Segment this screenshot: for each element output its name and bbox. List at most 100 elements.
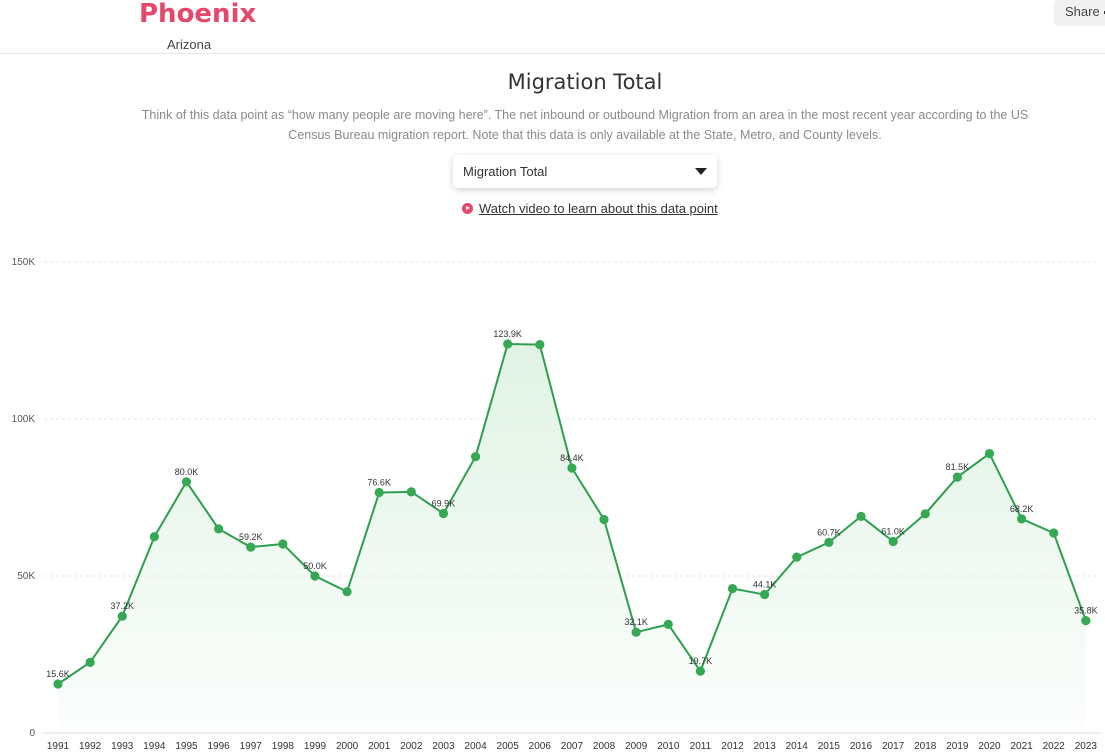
x-tick-label: 2007 xyxy=(561,741,584,752)
data-point xyxy=(85,657,95,667)
x-tick-label: 2014 xyxy=(786,741,809,752)
data-point xyxy=(760,589,770,600)
data-point xyxy=(278,539,288,549)
x-tick-label: 2003 xyxy=(432,741,455,752)
x-tick-label: 1995 xyxy=(175,741,198,752)
x-tick-label: 2016 xyxy=(850,741,873,752)
data-point xyxy=(1017,514,1027,524)
data-point xyxy=(984,448,995,459)
data-label: 84.4K xyxy=(560,453,584,463)
x-tick-label: 2015 xyxy=(818,741,841,752)
x-tick-label: 1994 xyxy=(143,741,166,752)
data-label: 19.7K xyxy=(689,656,713,666)
data-point xyxy=(117,611,127,621)
more-icon xyxy=(1103,11,1105,15)
data-point-description: Think of this data point as “how many pe… xyxy=(141,108,1029,142)
share-button[interactable]: Share xyxy=(1054,0,1105,26)
data-point xyxy=(246,542,256,552)
x-tick-label: 2009 xyxy=(625,741,648,752)
data-point xyxy=(567,463,577,473)
y-tick-label: 50K xyxy=(17,571,35,582)
x-tick-label: 2006 xyxy=(529,741,552,752)
watch-video-link[interactable]: Watch video to learn about this data poi… xyxy=(462,201,718,216)
x-tick-label: 2017 xyxy=(882,741,905,752)
data-point xyxy=(920,509,930,519)
data-point xyxy=(470,452,481,462)
play-icon xyxy=(462,203,473,214)
data-label: 37.2K xyxy=(110,601,134,611)
x-tick-label: 1999 xyxy=(304,741,327,752)
x-tick-label: 1992 xyxy=(79,741,102,752)
data-label: 123.9K xyxy=(493,329,522,339)
x-tick-label: 1997 xyxy=(240,741,263,752)
series-area xyxy=(58,343,1086,733)
x-tick-label: 2020 xyxy=(978,741,1001,752)
data-point xyxy=(631,627,641,637)
data-label: 50.0K xyxy=(303,561,327,571)
state-subtitle: Arizona xyxy=(167,37,212,52)
data-point xyxy=(406,487,416,497)
page-title: Migration Total xyxy=(507,70,663,94)
data-point xyxy=(888,536,898,547)
data-point xyxy=(53,679,63,689)
x-tick-label: 1998 xyxy=(272,741,295,752)
data-point xyxy=(952,472,962,482)
data-point xyxy=(663,619,673,629)
data-label: 68.2K xyxy=(1010,504,1034,514)
data-label: 59.2K xyxy=(239,532,263,542)
x-tick-label: 2013 xyxy=(754,741,777,752)
y-tick-label: 150K xyxy=(12,257,36,268)
data-label: 81.5K xyxy=(946,462,970,472)
data-label: 32.1K xyxy=(624,617,648,627)
data-point xyxy=(856,511,866,521)
data-point xyxy=(599,514,609,525)
x-tick-label: 1993 xyxy=(111,741,134,752)
x-tick-label: 2023 xyxy=(1075,741,1098,752)
data-point xyxy=(727,583,738,594)
caret-down-icon xyxy=(695,168,707,175)
watch-video-label: Watch video to learn about this data poi… xyxy=(479,201,718,216)
data-label: 69.9K xyxy=(432,499,456,509)
data-point xyxy=(695,666,706,676)
data-point xyxy=(342,587,352,597)
data-label: 80.0K xyxy=(175,467,199,477)
data-point xyxy=(503,339,513,349)
x-tick-label: 2011 xyxy=(690,741,712,752)
data-label: 35.8K xyxy=(1074,606,1098,616)
x-tick-label: 2001 xyxy=(368,741,391,752)
y-tick-label: 100K xyxy=(12,414,36,425)
x-tick-label: 2010 xyxy=(657,741,680,752)
data-label: 60.7K xyxy=(817,527,841,537)
data-point xyxy=(1081,615,1091,626)
data-point xyxy=(149,532,159,542)
x-tick-label: 2005 xyxy=(497,741,520,752)
x-tick-label: 2019 xyxy=(946,741,969,752)
data-point xyxy=(792,552,802,562)
select-value: Migration Total xyxy=(463,164,548,179)
x-tick-label: 2004 xyxy=(464,741,487,752)
data-point xyxy=(310,571,320,581)
x-tick-label: 2018 xyxy=(914,741,937,752)
data-label: 76.6K xyxy=(367,477,391,487)
x-tick-label: 2002 xyxy=(400,741,423,752)
x-tick-label: 2022 xyxy=(1043,741,1066,752)
data-point xyxy=(535,339,545,350)
data-point xyxy=(214,524,224,534)
migration-chart: 0 50K 100K 150K 15.6K 37.2K 80.0K 59.2K 50.0K 76.… xyxy=(12,257,1100,752)
x-tick-label: 2000 xyxy=(336,741,359,752)
data-point xyxy=(1049,528,1059,538)
x-tick-label: 1991 xyxy=(47,741,70,752)
header-bar: Phoenix Arizona Share xyxy=(0,0,1105,54)
data-point xyxy=(374,487,384,498)
data-point xyxy=(181,477,192,487)
data-point xyxy=(438,508,449,519)
share-label: Share xyxy=(1065,4,1100,19)
data-label: 15.6K xyxy=(46,669,70,679)
data-label: 61.0K xyxy=(881,526,905,536)
x-tick-label: 2008 xyxy=(593,741,616,752)
city-title: Phoenix xyxy=(139,0,257,29)
y-tick-label: 0 xyxy=(29,728,35,739)
data-point xyxy=(824,537,834,548)
data-point-select[interactable]: Migration Total xyxy=(453,155,717,188)
data-label: 44.1K xyxy=(753,580,777,590)
